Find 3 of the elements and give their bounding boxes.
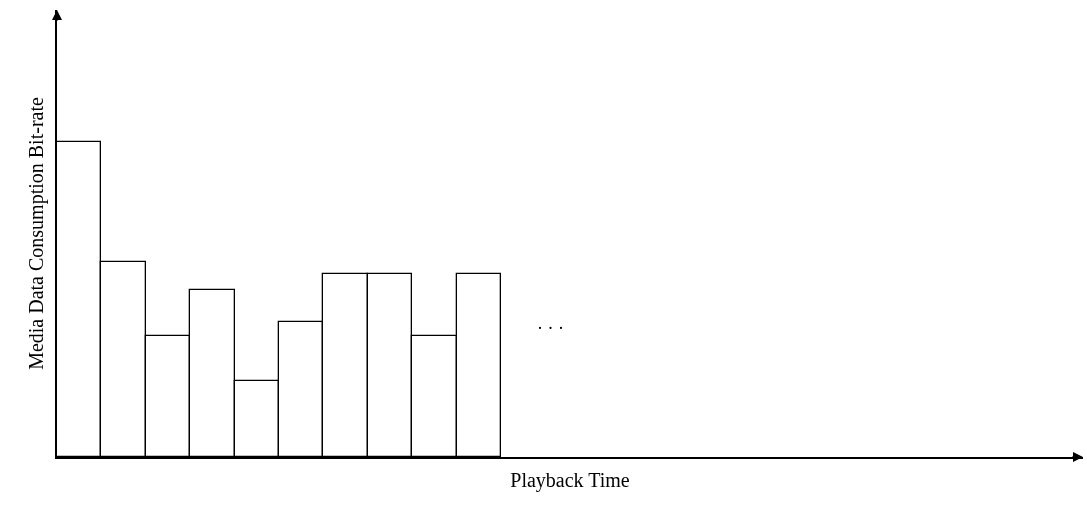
y-axis-title: Media Data Consumption Bit-rate <box>25 97 48 370</box>
text: · · · <box>537 318 564 338</box>
x-axis-title: Playback Time <box>510 469 630 493</box>
